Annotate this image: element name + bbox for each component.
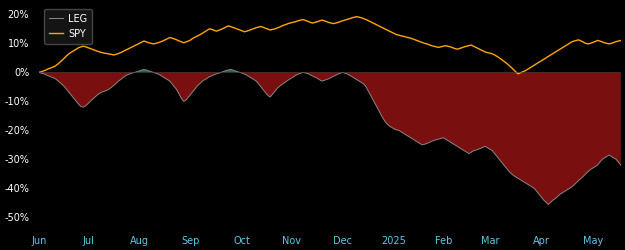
SPY	[131, 44, 139, 47]
SPY	[617, 39, 624, 42]
SPY	[514, 72, 522, 75]
LEG	[271, 90, 279, 93]
LEG	[140, 68, 148, 71]
LEG	[374, 107, 381, 110]
LEG	[598, 158, 606, 161]
LEG	[35, 71, 42, 74]
SPY	[598, 40, 606, 43]
LEG	[544, 203, 552, 206]
SPY	[276, 26, 283, 29]
SPY	[374, 24, 381, 27]
SPY	[439, 45, 447, 48]
LEG	[131, 71, 139, 74]
SPY	[353, 15, 361, 18]
Line: SPY: SPY	[39, 17, 621, 74]
LEG	[617, 164, 624, 167]
LEG	[278, 83, 286, 86]
LEG	[439, 136, 447, 139]
Line: LEG: LEG	[39, 70, 621, 204]
SPY	[269, 28, 276, 31]
Legend: LEG, SPY: LEG, SPY	[44, 9, 92, 43]
SPY	[35, 71, 42, 74]
